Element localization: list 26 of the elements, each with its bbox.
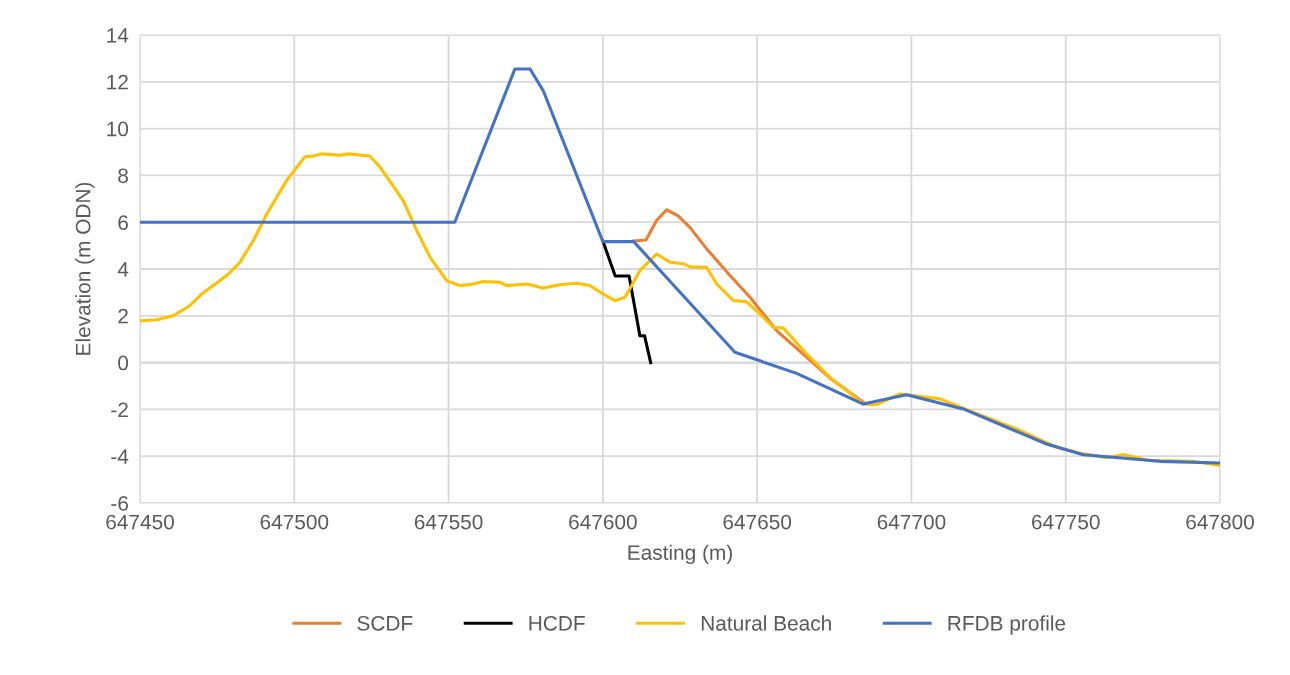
x-tick-label: 647750: [1032, 514, 1100, 530]
x-tick-label: 647800: [1186, 514, 1254, 530]
y-tick-label: 8: [118, 168, 128, 184]
y-tick-label: 6: [118, 215, 128, 230]
x-tick-label: 647650: [723, 514, 792, 530]
x-tick-label: 647500: [260, 514, 329, 530]
x-tick-label: 647450: [106, 514, 174, 530]
legend-label: Natural Beach: [701, 615, 831, 631]
y-tick-label: 12: [107, 74, 128, 90]
y-tick-label: 2: [118, 308, 128, 324]
y-tick-label: 4: [117, 262, 129, 277]
y-tick-label: 10: [107, 121, 129, 137]
y-tick-label: -4: [111, 449, 129, 464]
y-axis-title: Elevation (m ODN): [75, 182, 95, 355]
line-series: [140, 67, 1220, 465]
legend-label: SCDF: [357, 615, 413, 631]
x-tick-label: 647700: [877, 514, 946, 530]
legend-label: HCDF: [529, 615, 585, 631]
x-axis-title: Easting (m): [628, 544, 732, 565]
x-tick-label: 647600: [569, 514, 637, 530]
y-tick-label: -2: [111, 402, 128, 417]
legend-label: RFDB profile: [948, 615, 1066, 635]
y-tick-label: 14: [107, 28, 129, 43]
x-tick-label: 647550: [414, 514, 483, 530]
y-tick-label: 0: [118, 355, 129, 371]
y-tick-label: -6: [111, 496, 128, 511]
